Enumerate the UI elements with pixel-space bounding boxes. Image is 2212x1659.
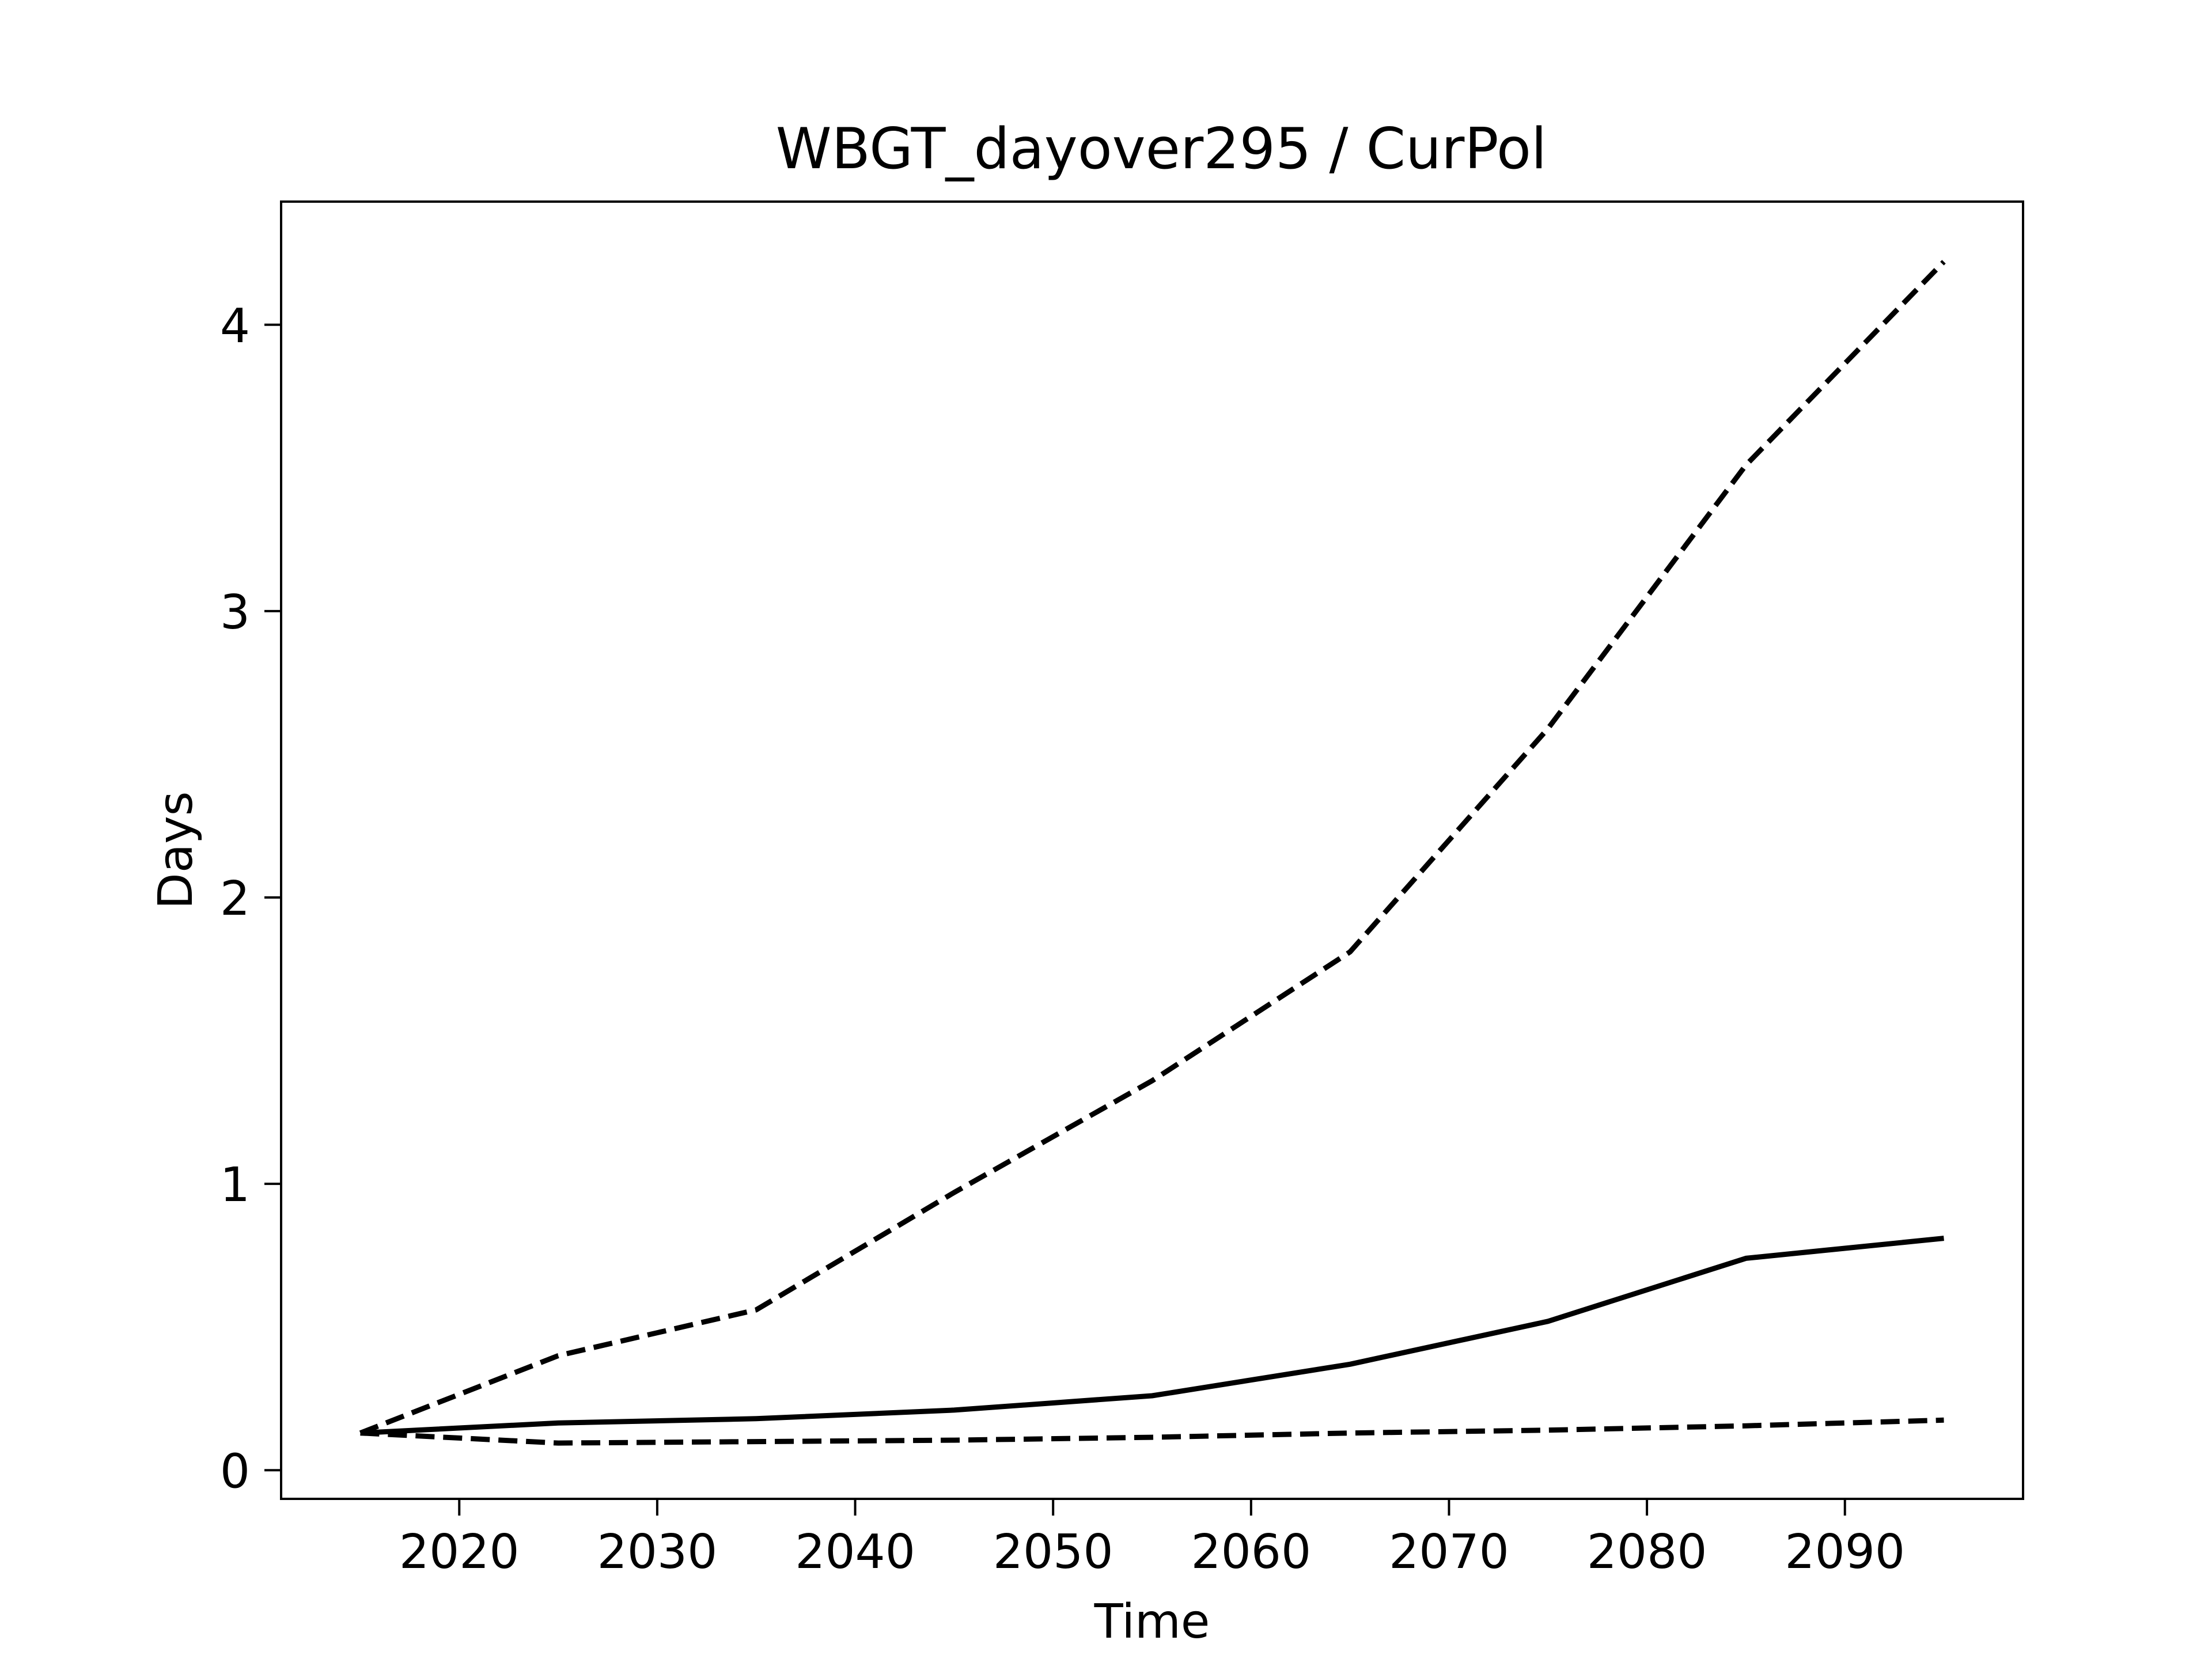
y-axis: 0 1 2 3 4 — [220, 299, 281, 1499]
chart-title: WBGT_dayover295 / CurPol — [776, 116, 1547, 182]
y-tick-label-2: 2 — [220, 872, 250, 926]
x-tick-label-2: 2040 — [795, 1525, 915, 1580]
series-line-1 — [360, 1236, 1944, 1436]
x-tick-label-3: 2050 — [993, 1525, 1113, 1580]
y-tick-label-4: 4 — [220, 299, 250, 354]
series-layer — [359, 260, 1946, 1446]
y-tick-label-0: 0 — [220, 1444, 250, 1499]
x-tick-label-6: 2080 — [1587, 1525, 1707, 1580]
x-tick-label-1: 2030 — [597, 1525, 718, 1580]
x-tick-label-0: 2020 — [399, 1525, 520, 1580]
x-tick-label-4: 2060 — [1191, 1525, 1311, 1580]
x-axis: 2020 2030 2040 2050 2060 2070 2080 2090 — [399, 1499, 1905, 1580]
x-tick-label-7: 2090 — [1785, 1525, 1905, 1580]
x-tick-label-5: 2070 — [1389, 1525, 1509, 1580]
x-axis-label: Time — [1094, 1594, 1210, 1649]
series-line-0 — [359, 260, 1946, 1435]
series-line-2 — [360, 1417, 1944, 1446]
y-tick-label-3: 3 — [220, 585, 250, 640]
y-axis-label: Days — [149, 791, 203, 910]
plot-frame — [280, 200, 2024, 1500]
y-tick-label-1: 1 — [220, 1158, 250, 1213]
